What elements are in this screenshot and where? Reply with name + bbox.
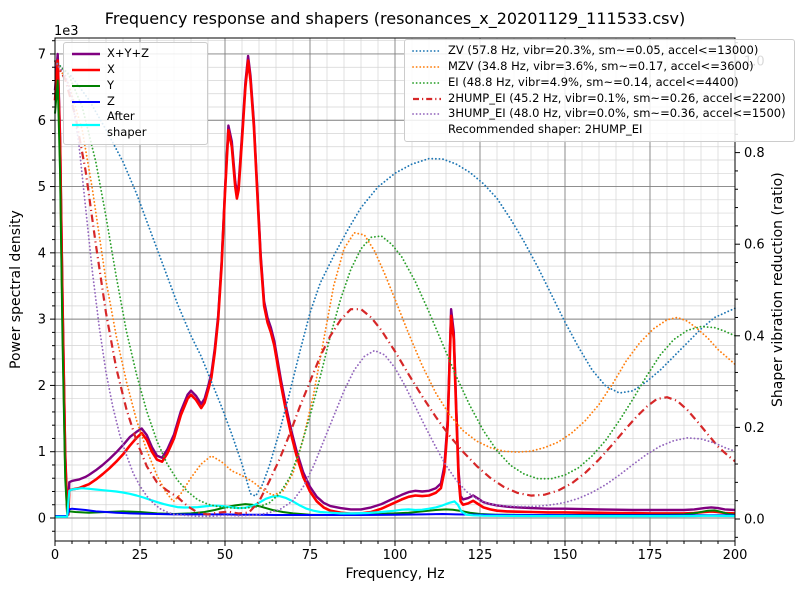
legend-line-icon <box>413 97 441 100</box>
x-tick-label: 0 <box>51 548 59 563</box>
legend-line-icon <box>412 113 442 116</box>
legend-item-2hump-ei: 2HUMP_EI (45.2 Hz, vibr=0.1%, sm~=0.26, … <box>412 91 786 107</box>
y-axis-offset-label: 1e3 <box>54 24 79 39</box>
legend-item-label: 2HUMP_EI (45.2 Hz, vibr=0.1%, sm~=0.26, … <box>448 90 786 105</box>
legend-item-label: MZV (34.8 Hz, vibr=3.6%, sm~=0.17, accel… <box>448 58 754 73</box>
x-tick-label: 100 <box>383 548 408 563</box>
x-tick-label: 125 <box>468 548 493 563</box>
y-axis-left-label: Power spectral density <box>8 210 24 369</box>
x-tick-label: 75 <box>302 548 319 563</box>
legend-psd: X+Y+Z X Y Z After shaper <box>63 42 208 146</box>
x-tick-label: 150 <box>553 548 578 563</box>
series-2hump-ei <box>54 60 736 516</box>
legend-item-ei: EI (48.8 Hz, vibr=4.9%, sm~=0.14, accel<… <box>412 75 786 91</box>
legend-item-zv: ZV (57.8 Hz, vibr=20.3%, sm~=0.05, accel… <box>412 43 786 59</box>
legend-item-label: Recommended shaper: 2HUMP_EI <box>448 122 643 137</box>
legend-item-x+y+z: X+Y+Z <box>71 46 199 62</box>
legend-item-after: After shaper <box>71 109 199 141</box>
x-tick-label: 175 <box>638 548 663 563</box>
y-left-tick-label: 7 <box>38 47 46 62</box>
legend-item-label: EI (48.8 Hz, vibr=4.9%, sm~=0.14, accel<… <box>448 74 739 89</box>
legend-item-y: Y <box>71 78 199 94</box>
x-tick-label: 25 <box>132 548 149 563</box>
y-right-tick-label: 0.8 <box>744 146 765 161</box>
tick-labels: 0 25 50 75 100 125 150 175 200 0 1 2 3 4 5 6 7 0.0 0.2 0.4 0… <box>38 47 765 563</box>
legend-item-label: X+Y+Z <box>107 46 150 60</box>
legend-item-label: Z <box>107 93 115 108</box>
legend-line-icon <box>412 81 442 84</box>
y-right-tick-label: 0.2 <box>744 421 765 436</box>
tick-marks <box>50 40 740 546</box>
legend-line-icon <box>72 84 100 87</box>
legend-item-3hump-ei: 3HUMP_EI (48.0 Hz, vibr=0.0%, sm~=0.36, … <box>412 106 786 122</box>
series-mzv <box>54 60 736 503</box>
series-zv <box>54 60 736 497</box>
y-left-tick-label: 6 <box>38 114 46 129</box>
legend-spacer <box>412 124 442 136</box>
chart-title: Frequency response and shapers (resonanc… <box>104 9 686 28</box>
legend-line-icon <box>72 68 100 72</box>
legend-item-label: Y <box>107 77 115 92</box>
x-tick-label: 50 <box>217 548 234 563</box>
legend-line-icon <box>412 50 442 52</box>
series-ei <box>54 60 736 509</box>
x-tick-label: 200 <box>723 548 748 563</box>
y-right-tick-label: 0.4 <box>744 329 765 344</box>
legend-item-label: 3HUMP_EI (48.0 Hz, vibr=0.0%, sm~=0.36, … <box>448 106 786 121</box>
legend-line-icon <box>72 100 100 103</box>
legend-line-icon <box>72 124 100 127</box>
legend-line-icon <box>412 65 442 68</box>
legend-line-icon <box>72 52 100 56</box>
y-left-tick-label: 0 <box>38 512 46 527</box>
legend-item-label: After shaper <box>107 109 147 140</box>
legend-item-label: ZV (57.8 Hz, vibr=20.3%, sm~=0.05, accel… <box>448 43 759 57</box>
y-left-tick-label: 3 <box>38 313 46 328</box>
series-after-shaper <box>55 487 736 518</box>
legend-item-label: X <box>107 61 115 76</box>
legend-shapers: ZV (57.8 Hz, vibr=20.3%, sm~=0.05, accel… <box>404 39 795 143</box>
legend-item-x: X <box>71 62 199 78</box>
y-right-tick-label: 0.0 <box>744 513 765 528</box>
y-left-tick-label: 2 <box>38 379 46 394</box>
y-left-tick-label: 1 <box>38 445 46 460</box>
legend-item-recommended-note: Recommended shaper: 2HUMP_EI <box>412 122 786 138</box>
x-axis-label: Frequency, Hz <box>345 566 445 582</box>
y-left-tick-label: 5 <box>38 180 46 195</box>
legend-item-mzv: MZV (34.8 Hz, vibr=3.6%, sm~=0.17, accel… <box>412 59 786 75</box>
y-right-tick-label: 0.6 <box>744 238 765 253</box>
y-left-tick-label: 4 <box>38 246 46 261</box>
legend-item-z: Z <box>71 94 199 110</box>
